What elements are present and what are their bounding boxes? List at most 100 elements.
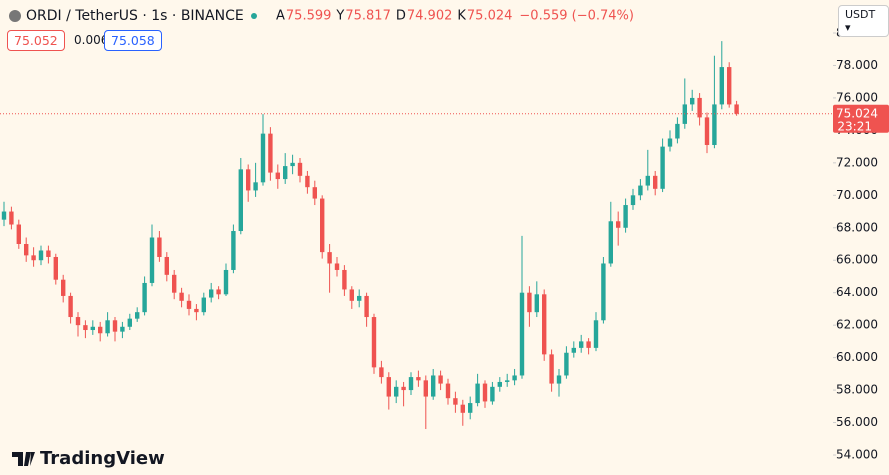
candle-body — [431, 375, 436, 397]
candle-body — [149, 237, 155, 283]
candle-body — [275, 172, 280, 180]
candle-body — [623, 205, 628, 228]
candle-body — [24, 244, 29, 256]
candle-body — [571, 347, 576, 353]
candle-body — [112, 320, 118, 332]
candle-body — [593, 320, 599, 348]
brand-icon — [12, 452, 35, 466]
candle-body — [68, 295, 73, 318]
candle-body — [660, 146, 665, 189]
candle-body — [653, 175, 658, 189]
candle-body — [349, 289, 354, 301]
y-tick-label: 62.000 — [836, 318, 878, 332]
candle-body — [712, 104, 717, 145]
ohlc-label: D — [396, 9, 406, 24]
candle-body — [519, 292, 525, 376]
candle-body — [475, 383, 480, 404]
candle-body — [179, 292, 184, 301]
candle-body — [608, 221, 613, 264]
candle-body — [534, 294, 539, 313]
candle-body — [75, 317, 81, 326]
candle-body — [290, 162, 295, 167]
status-dot — [251, 13, 257, 19]
countdown: 23:21 — [837, 119, 872, 133]
candle-body — [90, 326, 95, 331]
candle-body — [231, 231, 236, 270]
candle-body — [246, 169, 251, 191]
bid[interactable]: 75.052 — [7, 30, 65, 51]
candle-body — [638, 185, 643, 196]
candle-body — [223, 269, 229, 295]
ohlc-value: 75.024 — [467, 9, 513, 24]
candle-body — [675, 123, 680, 139]
candle-body — [556, 375, 562, 384]
currency-select[interactable]: USDT ▾ — [838, 5, 889, 37]
candle-body — [9, 211, 14, 225]
y-tick-label: 70.000 — [836, 188, 878, 202]
candle-body — [371, 317, 377, 368]
candle-body — [38, 250, 44, 261]
candle-body — [201, 297, 206, 313]
candle-body — [527, 292, 532, 313]
candle-body — [283, 166, 288, 180]
candle-body — [542, 294, 547, 355]
candle-body — [468, 403, 473, 413]
candle-body — [305, 175, 310, 188]
candle-body — [16, 224, 21, 244]
candle-body — [586, 341, 591, 348]
candle-body — [386, 377, 391, 397]
candle-body — [260, 133, 266, 183]
candle-body — [268, 133, 273, 173]
candle-body — [83, 325, 88, 331]
spread: 0.006 — [74, 33, 109, 47]
candle-body — [164, 256, 169, 275]
ask[interactable]: 75.058 — [104, 30, 162, 51]
candle-body — [549, 354, 554, 384]
y-tick-label: 76.000 — [836, 90, 878, 104]
ohlc-label: A — [276, 9, 285, 24]
symbol: ORDI / TetherUS · 1s · BINANCE — [26, 8, 244, 24]
last-price-tag — [833, 104, 889, 133]
candle-body — [438, 375, 443, 384]
candle-body — [505, 380, 510, 382]
candle-body — [1, 211, 7, 220]
candle-body — [616, 221, 621, 228]
candle-body — [364, 295, 369, 318]
candle-body — [357, 295, 362, 301]
candle-body — [394, 386, 399, 397]
candle-body — [704, 117, 710, 145]
candle-body — [497, 381, 502, 387]
candle-body — [105, 320, 110, 334]
candle-body — [61, 279, 66, 296]
y-tick-label: 68.000 — [836, 220, 878, 234]
candle-body — [320, 198, 325, 253]
candle-body — [416, 377, 421, 381]
last-price-label: 75.024 — [836, 106, 878, 120]
candle-body — [172, 274, 177, 293]
candle-body — [334, 263, 340, 270]
candle-body — [253, 182, 258, 191]
candle-body — [186, 300, 192, 309]
ohlc-legend: A 75.599 Y 75.817 D 74.902 K 75.024 — [276, 9, 512, 24]
candle-body — [690, 97, 695, 105]
candle-body — [453, 398, 458, 405]
candle-body — [297, 162, 303, 176]
candle-body — [630, 195, 636, 206]
candle-body — [460, 404, 465, 413]
candle-body — [667, 138, 673, 147]
candle-body — [564, 352, 569, 376]
candle-body — [734, 104, 739, 114]
candle-body — [127, 318, 132, 327]
y-tick-label: 78.000 — [836, 58, 878, 72]
price-axis — [833, 0, 889, 475]
candle-body — [379, 367, 384, 378]
y-tick-label: 54.000 — [836, 448, 878, 462]
candle-body — [135, 312, 140, 319]
candle-body — [98, 326, 103, 334]
candle-body — [719, 67, 724, 105]
currency: USDT — [845, 8, 876, 21]
candle-body — [445, 383, 451, 399]
